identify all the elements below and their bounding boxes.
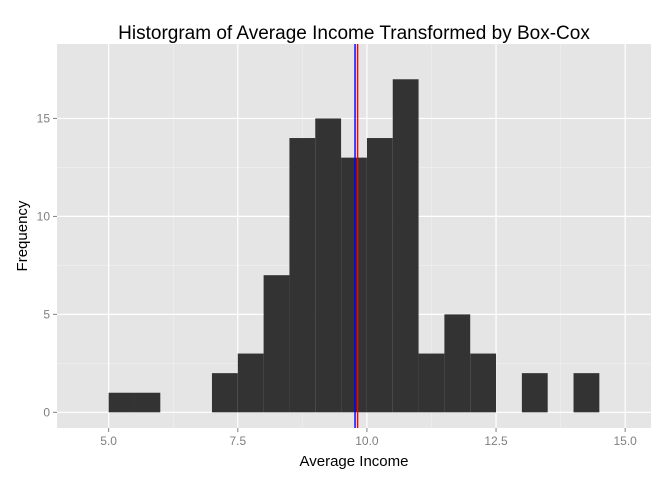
- reference-lines: [354, 44, 359, 428]
- y-tick-label: 10: [37, 209, 51, 223]
- histogram-bar: [573, 373, 600, 413]
- histogram-bar: [289, 138, 316, 413]
- histogram-bar: [341, 157, 367, 413]
- histogram-bar: [263, 275, 290, 413]
- histogram-bar: [108, 392, 135, 413]
- y-tick-label: 5: [43, 307, 50, 321]
- histogram-bar: [418, 353, 445, 413]
- major-gridlines: [57, 44, 651, 428]
- x-axis-ticks: 5.0 7.5 10.0 12.5 15.0: [100, 428, 637, 448]
- histogram-bar: [470, 353, 497, 413]
- histogram-bars: [108, 79, 600, 413]
- histogram-bar: [444, 314, 471, 413]
- x-tick-label: 5.0: [100, 434, 117, 448]
- histogram-bar: [366, 138, 393, 413]
- y-axis-ticks: 0 5 10 15: [37, 111, 57, 419]
- x-axis-title: Average Income: [300, 453, 409, 470]
- histogram-bar: [315, 118, 342, 413]
- x-tick-label: 7.5: [229, 434, 246, 448]
- x-tick-label: 15.0: [613, 434, 637, 448]
- histogram-bar: [237, 353, 264, 413]
- histogram-bar: [134, 392, 161, 413]
- histogram-bar: [392, 79, 419, 413]
- x-tick-label: 12.5: [484, 434, 508, 448]
- y-tick-label: 0: [43, 405, 50, 419]
- chart-title: Historgram of Average Income Transformed…: [118, 23, 590, 44]
- y-tick-label: 15: [37, 111, 51, 125]
- y-axis-title: Frequency: [14, 200, 31, 271]
- histogram-bar: [211, 373, 238, 413]
- histogram-bar: [521, 373, 548, 413]
- x-tick-label: 10.0: [355, 434, 379, 448]
